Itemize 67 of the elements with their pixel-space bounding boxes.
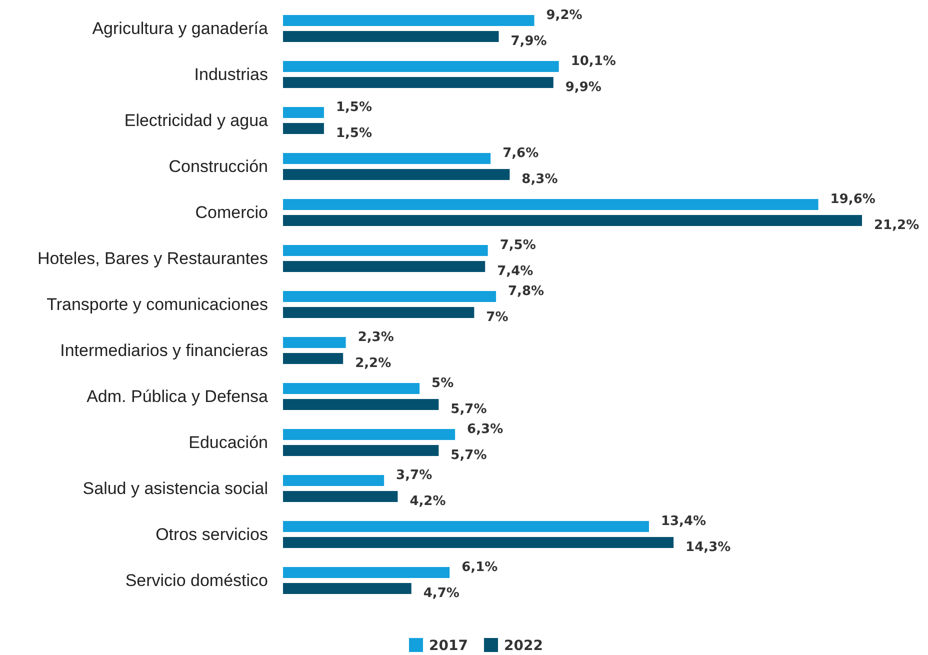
data-label: 1,5% xyxy=(336,126,372,141)
data-label: 6,1% xyxy=(462,560,498,575)
data-label: 6,3% xyxy=(467,422,504,437)
data-label: 9,2% xyxy=(546,8,582,23)
y-tick-label: Hoteles, Bares y Restaurantes xyxy=(37,249,268,268)
data-label: 2,3% xyxy=(358,330,394,345)
y-tick-label: Construcción xyxy=(168,157,268,176)
y-tick-label: Servicio doméstico xyxy=(125,571,268,590)
bar xyxy=(283,399,439,410)
bar xyxy=(283,123,324,134)
bar xyxy=(283,475,384,486)
y-tick-label: Agricultura y ganadería xyxy=(92,19,269,38)
bar xyxy=(283,245,488,256)
data-label: 5,7% xyxy=(450,448,487,463)
bar xyxy=(283,337,346,348)
data-label: 1,5% xyxy=(336,100,372,115)
data-label: 21,2% xyxy=(874,218,920,233)
bar xyxy=(283,169,510,180)
y-tick-label: Educación xyxy=(188,433,268,452)
data-label: 5% xyxy=(432,376,454,391)
bar xyxy=(283,61,559,72)
bar xyxy=(283,445,439,456)
data-label: 7% xyxy=(486,310,508,325)
data-label: 4,7% xyxy=(423,586,460,601)
data-label: 10,1% xyxy=(570,54,616,69)
data-label: 4,2% xyxy=(410,494,446,509)
bar xyxy=(283,107,324,118)
data-label: 9,9% xyxy=(565,80,602,95)
bar xyxy=(283,383,420,394)
y-tick-label: Otros servicios xyxy=(156,525,268,544)
bar xyxy=(283,15,534,26)
bar xyxy=(283,537,674,548)
bar xyxy=(283,31,499,42)
y-tick-label: Comercio xyxy=(195,203,268,222)
y-tick-label: Transporte y comunicaciones xyxy=(46,295,268,314)
y-tick-label: Industrias xyxy=(194,65,268,84)
bar xyxy=(283,199,818,210)
legend-label: 2022 xyxy=(504,638,543,654)
bar xyxy=(283,429,456,440)
data-label: 5,7% xyxy=(450,402,487,417)
data-label: 7,6% xyxy=(502,146,539,161)
data-label: 14,3% xyxy=(686,540,731,555)
bar xyxy=(283,261,486,272)
data-label: 7,5% xyxy=(500,238,536,253)
bar xyxy=(283,77,554,88)
y-tick-label: Adm. Pública y Defensa xyxy=(86,387,269,406)
bar xyxy=(283,583,412,594)
bar xyxy=(283,215,862,226)
bar xyxy=(283,567,450,578)
data-label: 8,3% xyxy=(522,172,558,187)
data-label: 3,7% xyxy=(396,468,432,483)
data-label: 2,2% xyxy=(355,356,392,371)
data-label: 7,9% xyxy=(510,34,547,49)
y-tick-label: Intermediarios y financieras xyxy=(60,341,268,360)
bar xyxy=(283,491,398,502)
bar xyxy=(283,291,496,302)
bar xyxy=(283,521,649,532)
bar xyxy=(283,307,474,318)
y-tick-label: Electricidad y agua xyxy=(124,111,269,130)
legend-label: 2017 xyxy=(429,638,468,654)
data-label: 7,4% xyxy=(497,264,534,279)
bar xyxy=(283,353,344,364)
data-label: 7,8% xyxy=(508,284,544,299)
y-tick-label: Salud y asistencia social xyxy=(82,479,268,498)
data-label: 19,6% xyxy=(830,192,876,207)
data-label: 13,4% xyxy=(660,514,706,529)
bar xyxy=(283,153,491,164)
